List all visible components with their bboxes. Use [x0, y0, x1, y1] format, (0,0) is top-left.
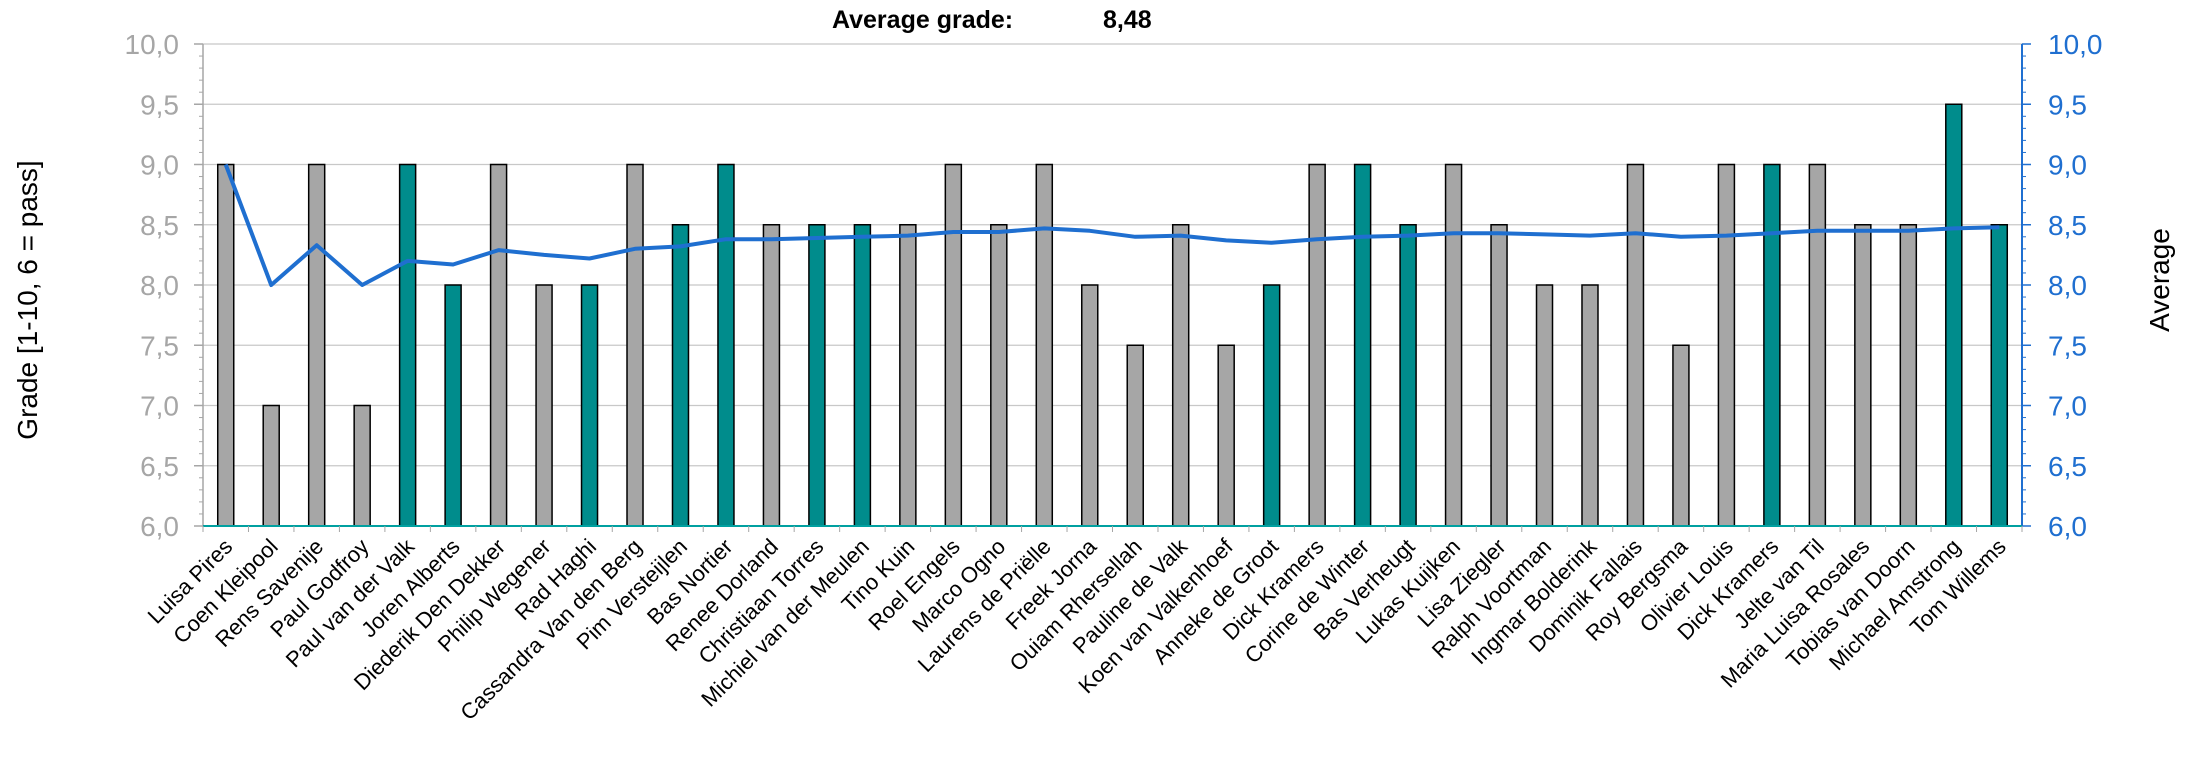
bar: [899, 224, 917, 527]
bar: [1171, 224, 1190, 527]
bar: [489, 163, 508, 527]
bar: [444, 284, 462, 527]
y2-tick-label: 9,5: [2048, 89, 2087, 120]
bar: [1717, 163, 1736, 527]
y2-tick-label: 8,0: [2048, 270, 2087, 301]
y2-tick-label: 6,5: [2048, 451, 2087, 482]
bar: [1945, 103, 1963, 527]
bar: [1353, 163, 1372, 527]
bar: [1763, 163, 1781, 527]
bar: [216, 163, 235, 527]
bar: [1308, 163, 1326, 527]
y-tick-label: 6,0: [140, 511, 179, 542]
bar: [1126, 344, 1144, 527]
y-tick-label: 10,0: [125, 29, 180, 60]
y2-tick-label: 9,0: [2048, 150, 2087, 181]
y-tick-label: 7,0: [140, 391, 179, 422]
bar: [626, 163, 644, 527]
chart-header: Average grade: 8,48: [0, 6, 2190, 40]
bar: [717, 163, 735, 527]
bar: [944, 163, 963, 527]
bar: [1990, 224, 2009, 527]
bar: [808, 224, 826, 527]
bar: [1535, 284, 1554, 527]
bar: [1899, 224, 1918, 527]
bar: [535, 284, 553, 527]
y2-tick-label: 6,0: [2048, 511, 2087, 542]
bar: [398, 163, 417, 527]
bar: [1626, 163, 1645, 527]
bar: [353, 404, 371, 527]
bar: [1262, 284, 1281, 527]
bar: [1444, 163, 1463, 527]
y-tick-label: 8,5: [140, 210, 179, 241]
average-grade-label: Average grade:: [832, 6, 1014, 34]
bar: [262, 404, 280, 527]
bar: [853, 224, 872, 527]
bar: [1672, 344, 1690, 527]
y-tick-label: 9,0: [140, 150, 179, 181]
bar: [762, 224, 781, 527]
bar: [1581, 284, 1599, 527]
bar: [580, 284, 599, 527]
y-tick-label: 6,5: [140, 451, 179, 482]
y-tick-label: 9,5: [140, 89, 179, 120]
y2-tick-label: 8,5: [2048, 210, 2087, 241]
average-grade-value: 8,48: [1103, 6, 1152, 34]
bar: [1217, 344, 1235, 527]
bar: [307, 163, 326, 527]
bar: [671, 224, 690, 527]
bar: [1854, 224, 1872, 527]
y2-tick-label: 7,0: [2048, 391, 2087, 422]
bar: [990, 224, 1008, 527]
y2-tick-label: 7,5: [2048, 330, 2087, 361]
y2-tick-label: 10,0: [2048, 29, 2103, 60]
bar: [1035, 163, 1054, 527]
bar: [1081, 284, 1099, 527]
bar: [1399, 224, 1417, 527]
y-tick-label: 8,0: [140, 270, 179, 301]
y-tick-label: 7,5: [140, 330, 179, 361]
average-line: [223, 163, 2000, 287]
bar: [1490, 224, 1508, 527]
bar: [1808, 163, 1827, 527]
